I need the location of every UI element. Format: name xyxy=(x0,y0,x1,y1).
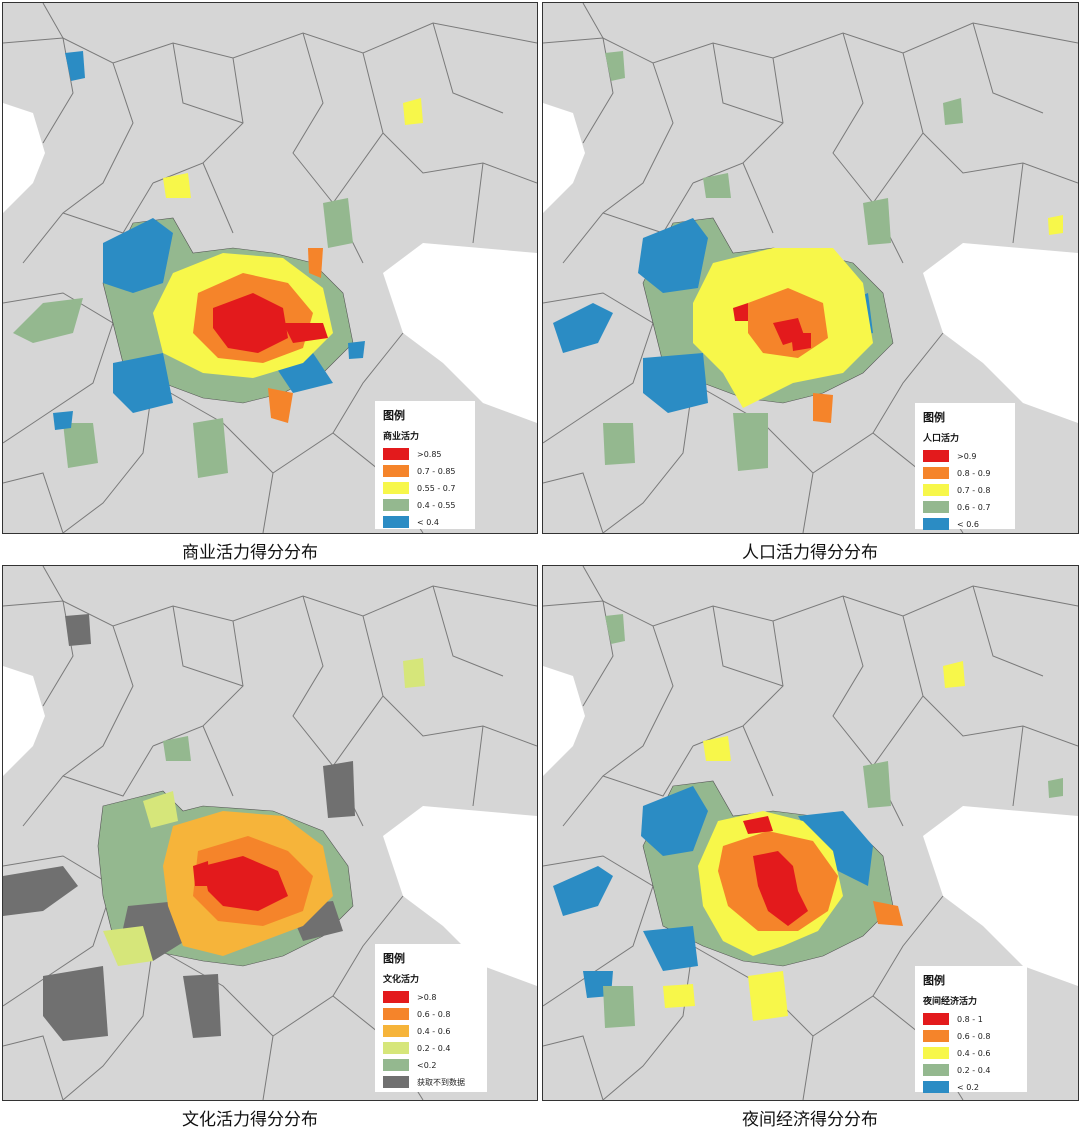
legend-label: < 0.2 xyxy=(957,1082,979,1092)
legend-label: 0.7 - 0.8 xyxy=(957,485,991,495)
legend-item: 0.55 - 0.7 xyxy=(383,481,467,495)
legend-title: 图例 xyxy=(383,952,405,965)
legend-swatch xyxy=(383,1025,409,1037)
legend-swatch xyxy=(923,1047,949,1059)
legend-item: 0.8 - 0.9 xyxy=(923,466,1007,480)
legend-item: 0.4 - 0.6 xyxy=(923,1046,1019,1060)
legend: 图例 商业活力 >0.85 0.7 - 0.85 0.55 - 0.7 0.4 - 0… xyxy=(375,401,475,529)
legend-subtitle: 商业活力 xyxy=(383,432,420,442)
legend-item: 0.6 - 0.8 xyxy=(923,1029,1019,1043)
legend-title: 图例 xyxy=(923,411,945,424)
legend-item: 0.2 - 0.4 xyxy=(383,1041,479,1055)
legend-label: 0.7 - 0.85 xyxy=(417,466,456,476)
legend-label: 0.4 - 0.6 xyxy=(417,1026,451,1036)
legend: 图例 文化活力 >0.8 0.6 - 0.8 0.4 - 0.6 0.2 - 0.4 <… xyxy=(375,944,487,1092)
legend-item: >0.9 xyxy=(923,449,1007,463)
legend-label: 0.2 - 0.4 xyxy=(417,1043,451,1053)
legend-item: 0.4 - 0.55 xyxy=(383,498,467,512)
legend-subtitle: 人口活力 xyxy=(923,434,960,444)
legend-label: >0.8 xyxy=(417,992,437,1002)
map-caption: 人口活力得分分布 xyxy=(742,543,878,563)
map-panel-population: 图例 人口活力 >0.9 0.8 - 0.9 0.7 - 0.8 0.6 - 0.7 <… xyxy=(542,2,1079,534)
legend-item: 0.7 - 0.8 xyxy=(923,483,1007,497)
map-panel-culture: 图例 文化活力 >0.8 0.6 - 0.8 0.4 - 0.6 0.2 - 0.4 <… xyxy=(2,565,538,1101)
legend-item: 0.6 - 0.8 xyxy=(383,1007,479,1021)
legend-item: 0.4 - 0.6 xyxy=(383,1024,479,1038)
legend-label: 0.2 - 0.4 xyxy=(957,1065,991,1075)
legend-item: 获取不到数据 xyxy=(383,1075,479,1089)
legend-title: 图例 xyxy=(923,974,945,987)
legend-item: >0.8 xyxy=(383,990,479,1004)
legend-label: 0.4 - 0.55 xyxy=(417,500,456,510)
legend-item: 0.2 - 0.4 xyxy=(923,1063,1019,1077)
legend-swatch xyxy=(923,501,949,513)
legend-swatch xyxy=(383,482,409,494)
legend-swatch xyxy=(923,1030,949,1042)
legend-item: <0.2 xyxy=(383,1058,479,1072)
legend-swatch xyxy=(383,499,409,511)
legend-swatch xyxy=(923,484,949,496)
legend-item: 0.6 - 0.7 xyxy=(923,500,1007,514)
legend-swatch xyxy=(923,518,949,530)
legend-swatch xyxy=(923,450,949,462)
map-caption: 文化活力得分分布 xyxy=(182,1110,318,1130)
legend-item: 0.7 - 0.85 xyxy=(383,464,467,478)
legend-swatch xyxy=(923,1081,949,1093)
legend-swatch xyxy=(383,516,409,528)
legend-label: < 0.6 xyxy=(957,519,979,529)
legend-label: < 0.4 xyxy=(417,517,439,527)
map-panel-night-economy: 图例 夜间经济活力 0.8 - 1 0.6 - 0.8 0.4 - 0.6 0.2 -… xyxy=(542,565,1079,1101)
legend-subtitle: 夜间经济活力 xyxy=(923,997,978,1007)
map-caption: 商业活力得分分布 xyxy=(182,543,318,563)
legend-swatch xyxy=(383,1008,409,1020)
legend-label: 0.8 - 1 xyxy=(957,1014,983,1024)
commercial-vitality-map xyxy=(3,3,537,533)
legend-title: 图例 xyxy=(383,409,405,422)
legend-label: 0.6 - 0.7 xyxy=(957,502,991,512)
legend-swatch xyxy=(383,465,409,477)
legend-swatch xyxy=(383,1059,409,1071)
legend: 图例 夜间经济活力 0.8 - 1 0.6 - 0.8 0.4 - 0.6 0.2 -… xyxy=(915,966,1027,1094)
legend-swatch xyxy=(923,1064,949,1076)
map-panel-commercial: 图例 商业活力 >0.85 0.7 - 0.85 0.55 - 0.7 0.4 - 0… xyxy=(2,2,538,534)
map-caption: 夜间经济得分分布 xyxy=(742,1110,878,1130)
legend-item: < 0.4 xyxy=(383,515,467,529)
legend-label: 0.6 - 0.8 xyxy=(417,1009,451,1019)
legend-swatch xyxy=(923,1013,949,1025)
legend-swatch xyxy=(383,1076,409,1088)
legend-label: 0.55 - 0.7 xyxy=(417,483,456,493)
legend-swatch xyxy=(383,448,409,460)
legend-item: < 0.2 xyxy=(923,1080,1019,1094)
legend-label: 0.8 - 0.9 xyxy=(957,468,991,478)
legend-item: >0.85 xyxy=(383,447,467,461)
legend-label: <0.2 xyxy=(417,1060,437,1070)
legend-item: 0.8 - 1 xyxy=(923,1012,1019,1026)
legend-subtitle: 文化活力 xyxy=(383,975,420,985)
legend-swatch xyxy=(923,467,949,479)
legend-label: >0.85 xyxy=(417,449,442,459)
legend-label: 0.4 - 0.6 xyxy=(957,1048,991,1058)
legend-item: < 0.6 xyxy=(923,517,1007,531)
legend-label: 0.6 - 0.8 xyxy=(957,1031,991,1041)
legend: 图例 人口活力 >0.9 0.8 - 0.9 0.7 - 0.8 0.6 - 0.7 <… xyxy=(915,403,1015,531)
population-vitality-map xyxy=(543,3,1078,533)
legend-label: >0.9 xyxy=(957,451,977,461)
legend-swatch xyxy=(383,991,409,1003)
legend-label: 获取不到数据 xyxy=(417,1077,465,1087)
legend-swatch xyxy=(383,1042,409,1054)
